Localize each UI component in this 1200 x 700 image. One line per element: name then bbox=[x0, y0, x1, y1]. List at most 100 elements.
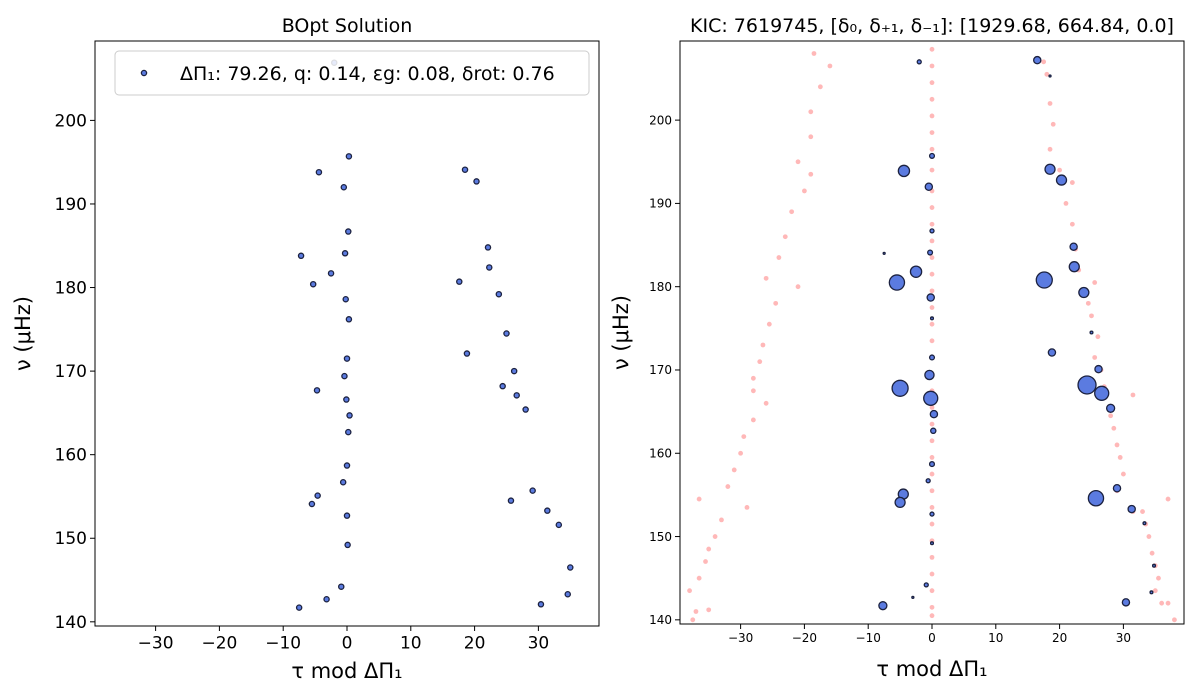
data-point bbox=[456, 278, 463, 285]
data-point bbox=[567, 564, 574, 571]
y-tick-label: 140 bbox=[649, 613, 672, 627]
y-tick-label: 170 bbox=[649, 363, 672, 377]
model-point bbox=[693, 609, 699, 614]
model-point bbox=[1047, 146, 1053, 152]
observed-point bbox=[1033, 55, 1042, 65]
observed-point bbox=[929, 316, 935, 321]
observed-point bbox=[929, 409, 939, 419]
y-tick-label: 140 bbox=[55, 613, 87, 633]
observed-point bbox=[1151, 563, 1157, 568]
data-point bbox=[343, 396, 350, 403]
model-point bbox=[802, 188, 807, 194]
model-point bbox=[1114, 442, 1120, 448]
plot-area bbox=[687, 46, 1177, 623]
model-point bbox=[776, 255, 782, 260]
model-point bbox=[696, 496, 702, 502]
data-point bbox=[343, 512, 351, 519]
model-point bbox=[929, 130, 935, 136]
model-point bbox=[929, 288, 935, 294]
model-point bbox=[1050, 121, 1056, 127]
model-point bbox=[1063, 201, 1069, 206]
model-point bbox=[929, 255, 935, 260]
x-tick-label: −10 bbox=[265, 633, 301, 653]
observed-point bbox=[1087, 489, 1105, 507]
model-point bbox=[1108, 413, 1114, 419]
x-axis-label: τ mod ΔΠ₁ bbox=[291, 659, 402, 683]
model-point bbox=[750, 417, 756, 423]
x-tick-label: −30 bbox=[138, 633, 174, 653]
data-point bbox=[341, 250, 349, 257]
data-point bbox=[473, 178, 480, 185]
observed-point bbox=[882, 251, 886, 256]
observed-point bbox=[928, 461, 936, 468]
model-point bbox=[929, 305, 935, 310]
data-point bbox=[486, 264, 493, 271]
model-point bbox=[929, 113, 935, 119]
plot-area bbox=[295, 59, 574, 611]
model-point bbox=[696, 575, 702, 581]
model-point bbox=[929, 238, 935, 244]
observed-point bbox=[930, 427, 937, 435]
model-point bbox=[929, 588, 935, 594]
model-point bbox=[1047, 101, 1053, 106]
model-point bbox=[1156, 575, 1161, 581]
y-axis-label: ν (μHz) bbox=[11, 296, 35, 371]
model-point bbox=[929, 438, 935, 444]
y-tick-label: 160 bbox=[649, 446, 672, 460]
data-point bbox=[313, 387, 321, 394]
data-point bbox=[343, 355, 351, 362]
chart-title: KIC: 7619745, [δ₀, δ₊₁, δ₋₁]: [1929.68, … bbox=[690, 15, 1174, 37]
model-point bbox=[1140, 509, 1145, 514]
model-point bbox=[1069, 180, 1075, 185]
model-point bbox=[1095, 334, 1101, 340]
data-point bbox=[345, 316, 353, 323]
observed-point bbox=[1094, 364, 1103, 374]
model-point bbox=[1159, 600, 1165, 606]
x-tick-label: −10 bbox=[856, 631, 881, 645]
data-point bbox=[339, 479, 347, 486]
model-point bbox=[808, 109, 814, 115]
observed-point bbox=[916, 59, 922, 65]
model-point bbox=[706, 607, 712, 613]
observed-point bbox=[1142, 521, 1147, 526]
model-point bbox=[929, 554, 935, 560]
model-point bbox=[929, 505, 935, 510]
observed-point bbox=[1094, 385, 1110, 401]
data-point bbox=[308, 500, 316, 508]
model-point bbox=[706, 546, 712, 552]
data-point bbox=[537, 601, 545, 608]
model-point bbox=[1044, 71, 1050, 77]
model-point bbox=[1149, 550, 1155, 556]
data-point bbox=[297, 252, 305, 260]
model-point bbox=[929, 405, 935, 410]
model-point bbox=[929, 521, 935, 527]
model-point bbox=[929, 613, 935, 619]
model-point bbox=[1165, 600, 1171, 606]
observed-point bbox=[929, 511, 935, 517]
data-point bbox=[342, 295, 349, 303]
observed-point bbox=[1149, 590, 1154, 595]
observed-point bbox=[1127, 504, 1136, 514]
model-point bbox=[929, 488, 935, 494]
model-point bbox=[795, 284, 801, 290]
model-point bbox=[929, 46, 935, 52]
data-point bbox=[507, 497, 515, 504]
model-point bbox=[929, 421, 935, 427]
model-point bbox=[1057, 167, 1062, 173]
model-point bbox=[929, 455, 935, 460]
data-point bbox=[495, 290, 503, 298]
observed-point bbox=[927, 249, 934, 256]
model-point bbox=[929, 96, 935, 102]
x-tick-label: 20 bbox=[464, 633, 486, 653]
data-point bbox=[341, 372, 348, 380]
observed-point bbox=[1078, 286, 1090, 299]
model-point bbox=[690, 617, 696, 623]
data-point bbox=[529, 487, 536, 494]
data-point bbox=[544, 507, 551, 514]
observed-point bbox=[1112, 483, 1122, 493]
model-point bbox=[750, 388, 756, 394]
model-point bbox=[1152, 588, 1158, 594]
chart-panel-1: −30 −20 −10 0 10 20 30 140 150 160 170 180 190 200 BOp… bbox=[11, 15, 600, 683]
data-point bbox=[344, 541, 351, 549]
